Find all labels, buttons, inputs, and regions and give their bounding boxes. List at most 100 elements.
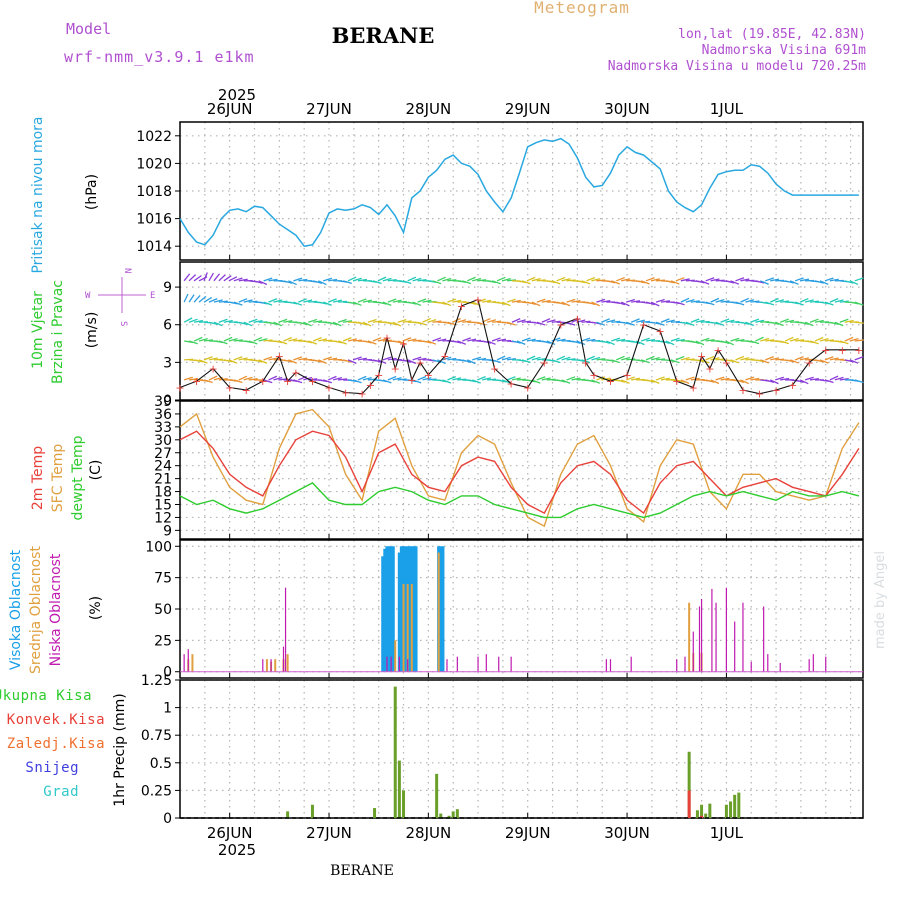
- precip-legend-item: Grad: [43, 784, 79, 800]
- wind-arrow: [293, 301, 303, 306]
- wind-arrow: [238, 298, 248, 303]
- wind-arrow: [809, 340, 819, 345]
- wind-arrow: [779, 318, 789, 323]
- wind-arrow: [710, 297, 720, 303]
- high-cloud-bar: [441, 546, 445, 672]
- wind-arrow: [372, 320, 382, 323]
- wind-arrow: [382, 277, 392, 282]
- wind-arrow: [794, 356, 804, 361]
- wind-arrow: [233, 277, 243, 282]
- y-tick-label: 75: [154, 571, 172, 587]
- wind-arrow: [551, 359, 561, 364]
- wind-arrow: [367, 340, 377, 345]
- low-cloud-bar: [750, 661, 752, 672]
- total-precip-bar: [397, 760, 401, 818]
- wind-arrow: [447, 279, 457, 282]
- wind-arrow: [700, 337, 710, 342]
- wind-arrow: [422, 377, 432, 381]
- wind-arrow: [437, 301, 447, 305]
- wind-arrow: [323, 339, 333, 342]
- wind-arrow: [427, 300, 437, 303]
- wind-arrow: [620, 301, 630, 307]
- wind-arrow: [760, 280, 769, 285]
- wind-arrow: [715, 299, 725, 303]
- wind-arrow: [238, 375, 248, 381]
- wind-speed-marker: +: [415, 356, 424, 369]
- wind-arrow: [829, 357, 839, 361]
- low-cloud-bar: [485, 654, 487, 672]
- wind-speed-marker: +: [755, 388, 764, 401]
- wind-arrow: [760, 359, 770, 364]
- wind-arrow: [491, 337, 501, 342]
- wind-arrow: [233, 379, 243, 384]
- total-precip-bar: [286, 811, 290, 818]
- wind-arrow: [785, 280, 795, 284]
- wind-arrow: [536, 279, 546, 282]
- low-cloud-bar: [825, 656, 827, 672]
- wind-arrow: [596, 298, 606, 303]
- wind-arrow: [566, 298, 576, 303]
- wind-arrow: [432, 320, 442, 323]
- wind-arrow: [293, 277, 303, 282]
- precip-unit: 1hr Precip (mm): [112, 693, 128, 806]
- wind-arrow: [660, 377, 670, 381]
- wind-arrow: [829, 278, 839, 282]
- wind-arrow: [482, 299, 492, 303]
- wind-arrow: [442, 379, 452, 384]
- wind-arrow: [750, 300, 760, 303]
- wind-speed-marker: +: [821, 344, 830, 357]
- wind-arrow: [611, 320, 621, 323]
- wind-arrow: [670, 320, 680, 323]
- wind-arrow: [591, 356, 601, 361]
- wind-arrow: [586, 338, 596, 342]
- wind-arrow: [313, 336, 322, 342]
- cloud-label-2: Srednja Oblacnost: [28, 546, 44, 674]
- wind-arrow: [308, 300, 318, 303]
- wind-arrow: [288, 280, 297, 286]
- y-tick-label: 6: [163, 318, 172, 334]
- wind-arrow: [844, 319, 854, 323]
- wind-arrow: [561, 278, 571, 282]
- pressure-label: Pritisak na nivou mora: [30, 116, 46, 273]
- total-precip-bar: [700, 804, 704, 818]
- wind-arrow: [472, 277, 482, 282]
- wind-arrow: [476, 376, 486, 381]
- wind-speed-marker: +: [672, 375, 681, 388]
- wind-arrow: [263, 379, 273, 384]
- y-tick-label: 39: [154, 394, 172, 410]
- precip-legend-item: Snijeg: [25, 760, 79, 776]
- wind-arrow: [332, 321, 342, 327]
- y-tick-label: 100: [145, 539, 172, 555]
- wind-arrow: [650, 301, 660, 307]
- pressure-panel: 1014 1016 1018 1020 1022: [136, 121, 864, 261]
- wind-arrow: [447, 321, 457, 326]
- wind-arrow: [367, 318, 377, 323]
- wind-arrow: [745, 376, 755, 381]
- wind-arrow: [447, 357, 457, 361]
- wind-arrow: [735, 301, 745, 306]
- wind-arrow: [636, 280, 646, 284]
- wind-arrow: [606, 319, 616, 323]
- low-cloud-bar: [698, 606, 701, 672]
- wind-arrow: [502, 339, 512, 342]
- wind-arrow: [640, 337, 650, 342]
- y-tick-label: 25: [154, 633, 172, 649]
- wind-arrow: [586, 276, 596, 282]
- mid-cloud-bar: [274, 659, 277, 672]
- wind-arrow: [616, 276, 625, 282]
- wind-arrow: [740, 321, 750, 325]
- wind-arrow: [417, 298, 427, 303]
- wind-arrow: [193, 319, 204, 323]
- y-tick-label: 33: [154, 420, 172, 436]
- wind-arrow: [467, 301, 477, 305]
- wind-arrow: [218, 274, 226, 282]
- wind-arrow: [536, 358, 546, 361]
- wind-arrow: [755, 319, 765, 323]
- wind-arrow: [770, 278, 780, 282]
- y-tick-label: 1.25: [141, 673, 172, 689]
- low-cloud-bar: [398, 656, 400, 672]
- meteogram-title: Meteogram: [534, 0, 630, 17]
- wind-arrow: [526, 379, 536, 383]
- wind-arrow: [382, 301, 392, 306]
